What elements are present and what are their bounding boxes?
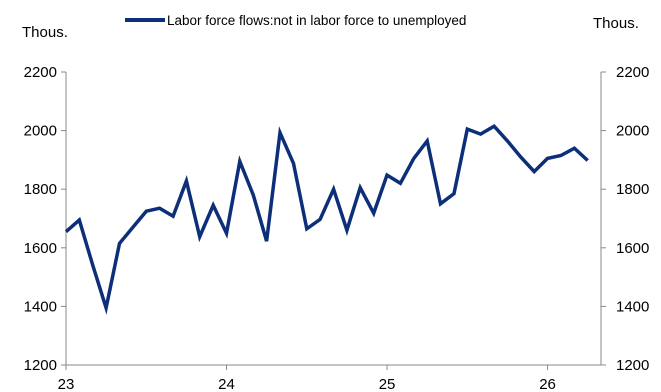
x-tick-label: 26 <box>539 376 556 392</box>
y-tick-label-right: 2000 <box>616 123 649 140</box>
y-tick-label-right: 2200 <box>616 64 649 81</box>
series-layer <box>64 123 589 315</box>
right-axis-unit: Thous. <box>593 15 639 32</box>
y-tick-label-right: 1400 <box>616 298 649 315</box>
left-axis-unit: Thous. <box>22 24 68 41</box>
y-tick-label-left: 1600 <box>24 240 57 257</box>
axes: 1200 1200 1400 1400 1600 1600 1800 1800 2000 2000… <box>24 64 650 392</box>
legend-label: Labor force flows:not in labor force to … <box>167 13 466 28</box>
y-tick-label-right: 1800 <box>616 181 649 198</box>
y-tick-label-right: 1600 <box>616 240 649 257</box>
y-tick-label-left: 1800 <box>24 181 57 198</box>
y-tick-label-left: 2000 <box>24 123 57 140</box>
y-tick-label-right: 1200 <box>616 357 649 374</box>
y-tick-label-left: 2200 <box>24 64 57 81</box>
y-tick-label-left: 1400 <box>24 298 57 315</box>
y-tick-label-left: 1200 <box>24 357 57 374</box>
series-line <box>64 123 589 315</box>
x-tick-label: 23 <box>58 376 75 392</box>
legend: Labor force flows:not in labor force to … <box>125 13 466 28</box>
x-tick-label: 24 <box>218 376 235 392</box>
x-tick-label: 25 <box>379 376 396 392</box>
